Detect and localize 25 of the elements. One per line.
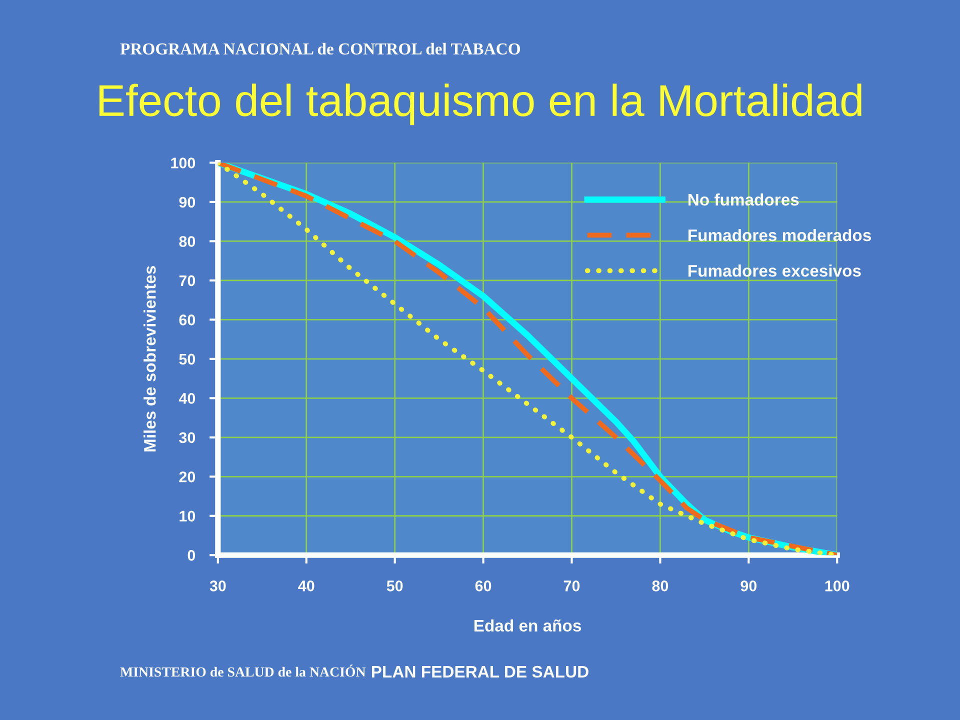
x-tick-label: 30	[210, 580, 226, 592]
y-tick-label: 10	[180, 510, 196, 522]
x-axis-title: Edad en años	[474, 619, 582, 632]
x-tick-label: 70	[564, 580, 580, 592]
chart-title: Efecto del tabaquismo en la Mortalidad	[99, 84, 862, 126]
x-tick-label: 100	[825, 580, 850, 592]
y-tick-label: 50	[179, 354, 196, 365]
y-tick-label: 30	[179, 432, 196, 444]
x-tick-label: 50	[386, 580, 403, 592]
x-tick-label: 40	[298, 580, 314, 592]
y-tick-label: 40	[178, 393, 196, 404]
y-tick-label: 60	[179, 314, 196, 326]
text: PLAN FEDERAL DE SALUD	[372, 666, 588, 678]
y-tick-label: 20	[179, 472, 196, 482]
y-tick-label: 0	[188, 550, 196, 561]
x-tick-label: 60	[475, 580, 492, 592]
y-tick-label: 100	[171, 158, 196, 168]
y-tick-label: 70	[179, 275, 196, 286]
y-tick-label: 80	[179, 236, 196, 247]
text: MINISTERIO de SALUD de la NACIÓN	[120, 664, 366, 677]
y-axis-title: Miles de sobrevivientes	[144, 266, 156, 452]
y-tick-label: 90	[179, 196, 196, 208]
x-tick-label: 80	[652, 580, 668, 592]
x-tick-label: 90	[740, 580, 757, 592]
text: PROGRAMA NACIONAL de CONTROL del TABACO	[120, 42, 520, 55]
